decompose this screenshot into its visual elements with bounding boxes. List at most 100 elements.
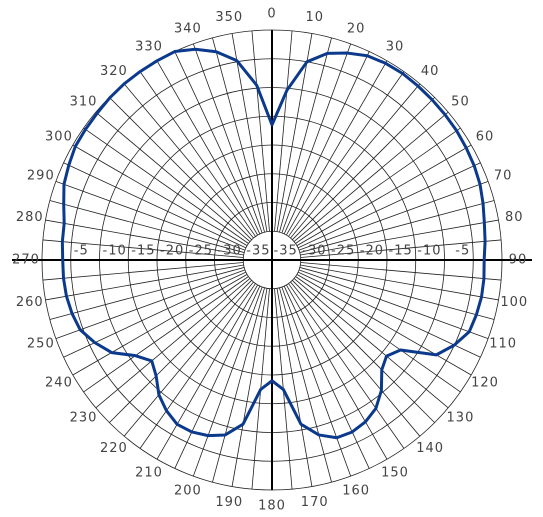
r-tick-label: -35: [246, 244, 270, 259]
theta-tick-label: 270: [12, 253, 40, 268]
spoke-grid-line: [281, 43, 352, 234]
spoke-grid-line: [55, 269, 246, 340]
minor-spoke: [139, 71, 256, 237]
theta-tick-label: 280: [16, 210, 44, 225]
minor-spoke: [300, 239, 502, 258]
minor-spoke: [283, 51, 370, 235]
minor-spoke: [212, 37, 265, 233]
minor-spoke: [63, 271, 247, 358]
minor-spoke: [299, 267, 495, 320]
minor-spoke: [109, 97, 252, 240]
spoke-grid-line: [286, 284, 388, 460]
spoke-grid-line: [296, 144, 472, 246]
spoke-grid-line: [123, 281, 254, 437]
minor-spoke: [288, 71, 405, 237]
theta-tick-label: 130: [447, 411, 475, 426]
minor-spoke: [83, 127, 249, 244]
spoke-grid-line: [281, 286, 352, 477]
theta-tick-label: 40: [421, 64, 440, 79]
theta-tick-label: 120: [471, 376, 499, 391]
theta-tick-label: 160: [342, 484, 370, 499]
r-tick-label: -15: [131, 244, 155, 259]
spoke-grid-line: [72, 274, 248, 376]
theta-tick-label: 190: [215, 495, 243, 510]
minor-spoke: [49, 267, 245, 320]
spoke-grid-line: [156, 284, 258, 460]
theta-tick-label: 20: [347, 21, 366, 36]
spoke-grid-line: [95, 111, 251, 242]
spoke-grid-line: [298, 180, 489, 251]
theta-tick-label: 310: [70, 94, 98, 109]
minor-spoke: [49, 200, 245, 253]
spoke-grid-line: [192, 286, 263, 477]
theta-tick-label: 300: [45, 130, 73, 145]
spoke-grid-line: [231, 288, 268, 487]
minor-spoke: [42, 239, 244, 258]
minor-spoke: [279, 37, 332, 233]
theta-tick-label: 10: [305, 10, 324, 25]
spoke-grid-line: [192, 43, 263, 234]
theta-tick-label: 100: [500, 295, 528, 310]
minor-spoke: [295, 276, 461, 393]
theta-tick-label: 290: [27, 168, 55, 183]
r-tick-label: -10: [417, 244, 441, 259]
spoke-grid-line: [55, 180, 246, 251]
theta-tick-label: 170: [301, 495, 329, 510]
minor-spoke: [299, 200, 495, 253]
r-tick-label: -5: [455, 244, 470, 259]
minor-spoke: [288, 283, 405, 449]
spoke-grid-line: [293, 278, 449, 409]
minor-spoke: [174, 285, 261, 469]
minor-spoke: [63, 162, 247, 249]
theta-tick-label: 60: [476, 130, 495, 145]
theta-tick-label: 150: [381, 466, 409, 481]
spoke-grid-line: [123, 83, 254, 239]
theta-tick-label: 340: [174, 21, 202, 36]
theta-tick-label: 30: [386, 39, 405, 54]
spoke-grid-line: [296, 274, 472, 376]
minor-spoke: [83, 276, 249, 393]
minor-spoke: [212, 287, 265, 483]
r-tick-label: -35: [274, 244, 298, 259]
minor-spoke: [251, 30, 270, 232]
theta-tick-label: 200: [174, 484, 202, 499]
minor-spoke: [295, 127, 461, 244]
theta-tick-label: 140: [416, 441, 444, 456]
spoke-grid-line: [276, 288, 313, 487]
minor-spoke: [174, 51, 261, 235]
theta-tick-label: 70: [494, 168, 513, 183]
theta-tick-label: 110: [489, 337, 517, 352]
minor-spoke: [292, 280, 435, 423]
theta-tick-label: 220: [100, 441, 128, 456]
minor-spoke: [109, 280, 252, 423]
minor-spoke: [279, 287, 332, 483]
spoke-grid-line: [276, 33, 313, 232]
spoke-grid-line: [231, 33, 268, 232]
minor-spoke: [297, 271, 481, 358]
spoke-grid-line: [45, 264, 244, 301]
spoke-grid-line: [286, 60, 388, 236]
minor-spoke: [300, 262, 502, 281]
theta-tick-label: 230: [70, 411, 98, 426]
r-tick-label: -30: [218, 244, 242, 259]
spoke-grid-line: [95, 278, 251, 409]
spoke-grid-line: [298, 269, 489, 340]
theta-tick-label: 240: [45, 376, 73, 391]
r-tick-label: -20: [360, 244, 384, 259]
r-tick-label: -30: [302, 244, 326, 259]
spoke-grid-line: [300, 264, 499, 301]
spoke-grid-line: [300, 219, 499, 256]
theta-tick-label: 90: [509, 253, 528, 268]
theta-tick-label: 350: [215, 10, 243, 25]
minor-spoke: [139, 283, 256, 449]
theta-tick-label: 210: [135, 466, 163, 481]
spoke-grid-line: [293, 111, 449, 242]
spoke-grid-line: [290, 83, 421, 239]
minor-spoke: [292, 97, 435, 240]
pattern-line: [60, 47, 487, 440]
r-tick-label: -5: [74, 244, 89, 259]
spoke-grid-line: [72, 144, 248, 246]
theta-tick-label: 0: [267, 7, 276, 22]
theta-tick-label: 80: [505, 210, 524, 225]
